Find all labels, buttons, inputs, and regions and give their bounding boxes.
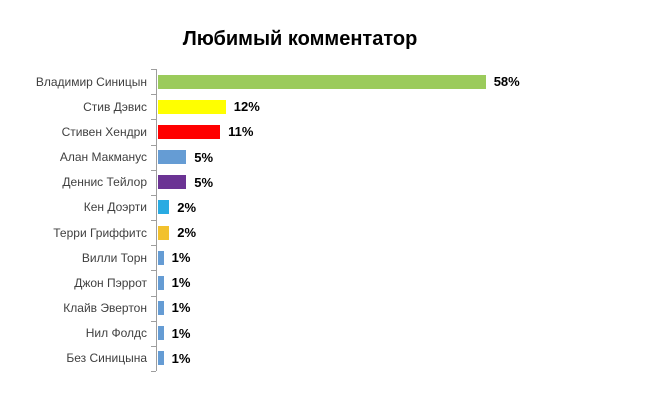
bar (158, 124, 221, 139)
category-label: Вилли Торн (81, 250, 147, 265)
bar (158, 250, 164, 265)
category-label: Деннис Тейлор (62, 175, 147, 190)
bar-row: Джон Пэррот 1% (0, 270, 648, 295)
chart-rows: Владимир Синицын 58% Стив Дэвис 12% Стивен Х… (0, 69, 648, 371)
value-label: 12% (233, 99, 260, 115)
bar-row: Без Синицына 1% (0, 346, 648, 371)
bar-row: Кен Доэрти 2% (0, 195, 648, 220)
value-label: 1% (171, 250, 191, 266)
bar (158, 300, 164, 315)
bar-row: Владимир Синицын 58% (0, 69, 648, 94)
bar (158, 225, 170, 240)
value-label: 1% (171, 325, 191, 341)
category-label: Джон Пэррот (74, 275, 147, 290)
value-label: 1% (171, 300, 191, 316)
axis-tick (151, 270, 156, 271)
axis-tick (151, 220, 156, 221)
value-label: 2% (177, 225, 197, 241)
axis-tick (151, 371, 156, 372)
value-label: 5% (194, 149, 214, 165)
category-label: Нил Фолдс (85, 326, 147, 341)
axis-tick (151, 94, 156, 95)
axis-tick (151, 170, 156, 171)
value-label: 5% (194, 174, 214, 190)
category-label: Владимир Синицын (35, 74, 147, 89)
axis-tick (151, 195, 156, 196)
bar-row: Алан Макманус 5% (0, 144, 648, 169)
axis-tick (151, 69, 156, 70)
bar (158, 99, 226, 114)
bar (158, 351, 164, 366)
axis-tick (151, 145, 156, 146)
bar-row: Клайв Эвертон 1% (0, 295, 648, 320)
value-label: 1% (171, 275, 191, 291)
bar-row: Стив Дэвис 12% (0, 94, 648, 119)
bar (158, 175, 187, 190)
bar-row: Деннис Тейлор 5% (0, 170, 648, 195)
category-label: Без Синицына (66, 351, 147, 366)
category-label: Стивен Хендри (61, 124, 147, 139)
axis-tick (151, 346, 156, 347)
value-label: 1% (171, 350, 191, 366)
axis-tick (151, 321, 156, 322)
chart-title: Любимый комментатор (182, 28, 418, 50)
bar (158, 150, 187, 165)
category-label: Кен Доэрти (83, 200, 147, 215)
bar-chart: Владимир Синицын 58% Стив Дэвис 12% Стивен Х… (0, 69, 648, 372)
bar (158, 200, 170, 215)
bar-row: Терри Гриффитс 2% (0, 220, 648, 245)
axis-tick (151, 245, 156, 246)
bar-row: Нил Фолдс 1% (0, 321, 648, 346)
y-axis-line (156, 69, 157, 371)
bar (158, 326, 164, 341)
axis-tick (151, 119, 156, 120)
bar (158, 74, 486, 89)
value-label: 58% (493, 74, 520, 90)
bar (158, 275, 164, 290)
bar-row: Вилли Торн 1% (0, 245, 648, 270)
bar-row: Стивен Хендри 11% (0, 119, 648, 144)
value-label: 11% (228, 124, 254, 140)
category-label: Алан Макманус (59, 150, 147, 165)
axis-tick (151, 296, 156, 297)
category-label: Терри Гриффитс (53, 225, 147, 240)
category-label: Клайв Эвертон (63, 300, 147, 315)
category-label: Стив Дэвис (83, 99, 147, 114)
value-label: 2% (177, 199, 197, 215)
